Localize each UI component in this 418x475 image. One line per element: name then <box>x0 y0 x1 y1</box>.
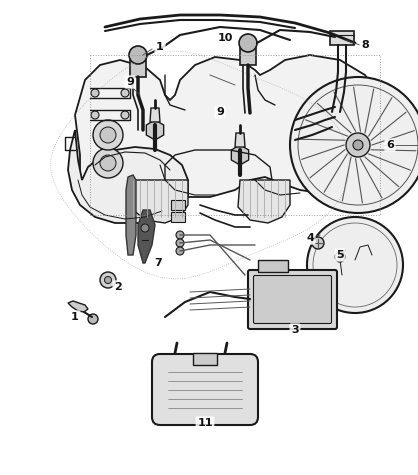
FancyBboxPatch shape <box>248 270 337 329</box>
Circle shape <box>239 34 257 52</box>
Text: 7: 7 <box>154 258 162 268</box>
Text: 9: 9 <box>216 107 224 117</box>
Circle shape <box>176 231 184 239</box>
Polygon shape <box>235 133 245 147</box>
Circle shape <box>335 252 345 262</box>
Text: 1: 1 <box>71 312 79 322</box>
Text: 1: 1 <box>156 42 164 52</box>
Polygon shape <box>146 120 164 140</box>
Circle shape <box>353 140 363 150</box>
Circle shape <box>93 148 123 178</box>
Bar <box>258 260 288 272</box>
Circle shape <box>88 314 98 324</box>
Circle shape <box>91 111 99 119</box>
Bar <box>171 200 185 210</box>
Circle shape <box>121 111 129 119</box>
Polygon shape <box>231 145 249 165</box>
Circle shape <box>312 237 324 249</box>
Text: 4: 4 <box>306 233 314 243</box>
Text: 6: 6 <box>386 140 394 150</box>
Bar <box>330 31 354 45</box>
FancyBboxPatch shape <box>253 276 331 323</box>
Circle shape <box>176 247 184 255</box>
Circle shape <box>141 224 149 232</box>
Text: 5: 5 <box>336 250 344 260</box>
Circle shape <box>91 89 99 97</box>
Circle shape <box>290 77 418 213</box>
Circle shape <box>176 239 184 247</box>
Circle shape <box>346 133 370 157</box>
Polygon shape <box>130 180 188 223</box>
Bar <box>193 353 217 365</box>
Polygon shape <box>68 130 188 223</box>
Text: 10: 10 <box>217 33 233 43</box>
Polygon shape <box>130 55 146 77</box>
Text: 3: 3 <box>291 325 299 335</box>
Circle shape <box>307 217 403 313</box>
Polygon shape <box>240 43 256 65</box>
Text: 2: 2 <box>114 282 122 292</box>
Polygon shape <box>68 301 88 312</box>
Circle shape <box>93 120 123 150</box>
Polygon shape <box>75 55 385 197</box>
Circle shape <box>129 46 147 64</box>
Circle shape <box>100 155 116 171</box>
FancyBboxPatch shape <box>152 354 258 425</box>
Polygon shape <box>138 210 155 263</box>
Circle shape <box>104 276 112 284</box>
Polygon shape <box>150 108 160 122</box>
Text: 11: 11 <box>197 418 213 428</box>
Text: 8: 8 <box>361 40 369 50</box>
Polygon shape <box>126 175 136 255</box>
Bar <box>171 212 185 222</box>
Circle shape <box>100 272 116 288</box>
Circle shape <box>100 127 116 143</box>
Circle shape <box>121 89 129 97</box>
Polygon shape <box>238 180 290 223</box>
Text: 9: 9 <box>126 77 134 87</box>
